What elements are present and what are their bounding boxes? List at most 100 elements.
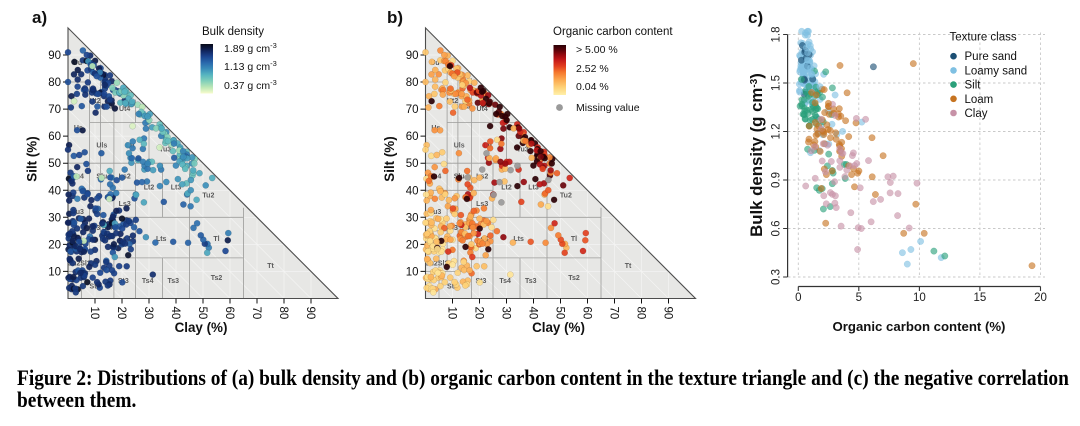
svg-text:50: 50 (196, 307, 208, 320)
svg-text:90: 90 (48, 50, 61, 62)
svg-text:40: 40 (526, 307, 538, 320)
svg-text:Uls: Uls (454, 143, 465, 150)
svg-text:90: 90 (304, 307, 316, 320)
svg-text:20: 20 (1034, 292, 1047, 304)
svg-text:50: 50 (406, 158, 419, 170)
svg-text:60: 60 (48, 131, 61, 143)
svg-text:Silt: Silt (965, 80, 982, 92)
svg-text:80: 80 (634, 307, 646, 320)
svg-text:St2: St2 (90, 283, 101, 290)
svg-text:30: 30 (142, 307, 154, 320)
svg-text:Clay (%): Clay (%) (532, 320, 585, 335)
svg-text:> 5.00 %: > 5.00 % (576, 44, 618, 56)
svg-text:Tu2: Tu2 (560, 193, 572, 200)
svg-text:40: 40 (169, 307, 181, 320)
svg-text:20: 20 (472, 307, 484, 320)
svg-text:50: 50 (48, 158, 61, 170)
svg-text:80: 80 (406, 77, 419, 89)
svg-text:Lt3: Lt3 (528, 185, 539, 192)
svg-text:Uls: Uls (96, 143, 107, 150)
svg-text:Ts4: Ts4 (499, 278, 511, 285)
svg-text:Silt (%): Silt (%) (382, 136, 397, 181)
svg-text:1.2: 1.2 (771, 124, 783, 140)
svg-text:10: 10 (406, 266, 419, 278)
svg-text:Tu3: Tu3 (517, 147, 529, 154)
svg-text:0: 0 (795, 292, 801, 304)
svg-text:0.3: 0.3 (771, 269, 783, 285)
svg-text:1.13 g cm-3: 1.13 g cm-3 (224, 59, 277, 73)
svg-text:90: 90 (661, 307, 673, 320)
svg-text:Lts: Lts (156, 236, 167, 243)
svg-text:60: 60 (406, 131, 419, 143)
svg-text:Tl: Tl (571, 236, 577, 243)
svg-text:c): c) (748, 8, 763, 27)
svg-text:20: 20 (48, 239, 61, 251)
svg-text:Organic carbon content: Organic carbon content (553, 26, 673, 38)
svg-text:Tu3: Tu3 (159, 147, 171, 154)
svg-text:Organic carbon content (%): Organic carbon content (%) (833, 319, 1006, 334)
svg-text:Lt3: Lt3 (171, 185, 182, 192)
svg-text:70: 70 (48, 104, 61, 116)
svg-text:Ls3: Ls3 (476, 201, 488, 208)
svg-text:30: 30 (48, 212, 61, 224)
svg-text:Ts3: Ts3 (168, 278, 180, 285)
svg-text:5: 5 (856, 292, 862, 304)
svg-text:Clay: Clay (965, 108, 988, 120)
svg-text:Sl2: Sl2 (80, 260, 91, 267)
svg-text:Silt (%): Silt (%) (25, 136, 40, 181)
svg-text:40: 40 (48, 185, 61, 197)
svg-text:Uu: Uu (73, 60, 82, 67)
svg-text:20: 20 (115, 307, 127, 320)
svg-text:Texture class: Texture class (950, 32, 1017, 44)
svg-text:Tt: Tt (625, 263, 632, 270)
svg-text:St2: St2 (447, 283, 458, 290)
svg-text:Loam: Loam (965, 94, 994, 106)
svg-text:b): b) (387, 8, 403, 27)
svg-text:Lt2: Lt2 (501, 185, 512, 192)
svg-text:70: 70 (406, 104, 419, 116)
svg-text:30: 30 (499, 307, 511, 320)
svg-text:60: 60 (223, 307, 235, 320)
svg-text:10: 10 (48, 266, 61, 278)
svg-text:40: 40 (406, 185, 419, 197)
svg-text:90: 90 (406, 50, 419, 62)
svg-text:1.8: 1.8 (771, 27, 783, 43)
svg-text:Loamy sand: Loamy sand (965, 65, 1028, 77)
svg-text:Pure sand: Pure sand (965, 51, 1017, 63)
svg-text:70: 70 (250, 307, 262, 320)
svg-text:1.5: 1.5 (771, 75, 783, 91)
svg-text:0.37 g cm-3: 0.37 g cm-3 (224, 78, 277, 92)
svg-text:0.6: 0.6 (771, 221, 783, 237)
svg-text:0.04 %: 0.04 % (576, 81, 609, 93)
svg-text:70: 70 (607, 307, 619, 320)
svg-text:30: 30 (406, 212, 419, 224)
svg-text:50: 50 (553, 307, 565, 320)
svg-text:Ts2: Ts2 (211, 275, 223, 282)
svg-text:10: 10 (913, 292, 926, 304)
svg-text:Su3: Su3 (71, 209, 84, 216)
svg-text:a): a) (32, 8, 47, 27)
svg-text:Ts3: Ts3 (525, 278, 537, 285)
svg-text:Tu2: Tu2 (202, 193, 214, 200)
svg-text:20: 20 (406, 239, 419, 251)
svg-text:0.9: 0.9 (771, 172, 783, 188)
svg-text:Uu: Uu (430, 60, 439, 67)
svg-text:Lts: Lts (513, 236, 524, 243)
svg-text:15: 15 (974, 292, 987, 304)
svg-text:Lt2: Lt2 (144, 185, 155, 192)
svg-text:Tt: Tt (267, 263, 274, 270)
svg-text:Sl2: Sl2 (438, 260, 449, 267)
svg-text:Tl: Tl (213, 236, 219, 243)
svg-text:1.89 g cm-3: 1.89 g cm-3 (224, 41, 277, 55)
svg-text:10: 10 (88, 307, 100, 320)
svg-text:60: 60 (580, 307, 592, 320)
svg-text:2.52 %: 2.52 % (576, 63, 609, 75)
svg-text:Ut4: Ut4 (119, 106, 130, 113)
svg-text:Bulk density: Bulk density (202, 26, 264, 38)
svg-text:Bulk density (g cm-3): Bulk density (g cm-3) (747, 73, 766, 237)
svg-text:Ts4: Ts4 (142, 278, 154, 285)
svg-text:80: 80 (48, 77, 61, 89)
svg-text:Ts2: Ts2 (568, 275, 580, 282)
svg-text:Clay (%): Clay (%) (175, 320, 228, 335)
svg-text:Ls3: Ls3 (119, 201, 131, 208)
